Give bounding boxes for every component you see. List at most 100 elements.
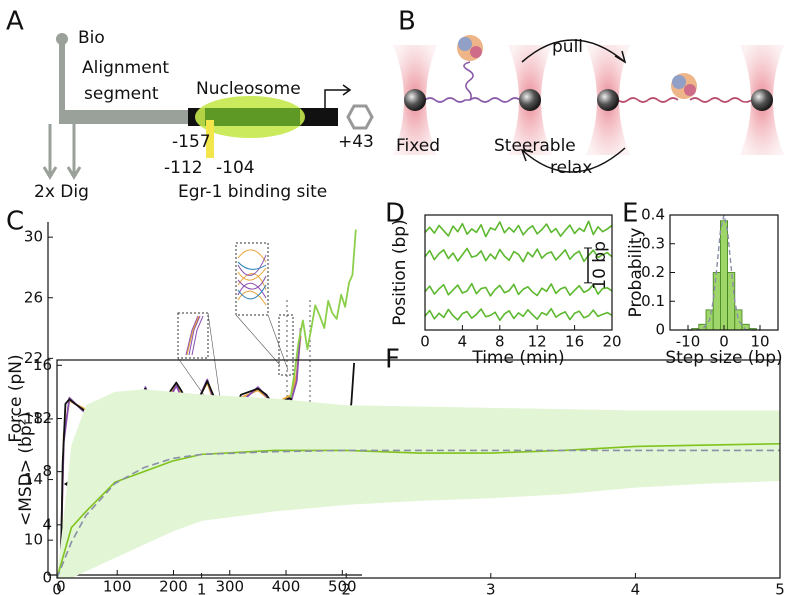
y-tick-label: 8 — [42, 462, 52, 480]
x-axis-label: Step size (bp) — [665, 348, 782, 368]
y-tick-label: 14 — [24, 470, 43, 488]
x-tick-label: 10 — [750, 333, 769, 351]
inset — [177, 242, 311, 478]
label: -157 — [172, 132, 211, 152]
y-axis-label: <MSD> (bp²) — [16, 412, 36, 526]
y-tick-label: 0.1 — [641, 292, 665, 310]
plot-frame — [56, 359, 781, 579]
bead — [597, 89, 619, 111]
dna — [424, 61, 521, 103]
x-tick-label: 4 — [631, 581, 641, 595]
x-tick-label: -10 — [676, 333, 701, 351]
label: Egr-1 binding site — [178, 182, 327, 202]
y-tick-label: 16 — [33, 356, 52, 374]
data-line — [289, 229, 357, 398]
x-tick-label: 100 — [103, 578, 132, 595]
y-tick-label: 26 — [24, 288, 43, 306]
y-tick-label: 22 — [24, 349, 43, 367]
hairpin — [346, 104, 374, 130]
histogram-bar — [720, 220, 729, 331]
x-tick-label: 200 — [159, 578, 188, 595]
x-axis-label: Time (min) — [471, 348, 564, 368]
pull-arrow — [521, 39, 627, 64]
x-tick-label: 300 — [215, 578, 244, 595]
panel-label: E — [622, 199, 638, 229]
dig-arrows — [42, 124, 82, 180]
nucleosome-core — [205, 108, 300, 126]
label: Alignment — [82, 58, 169, 78]
y-tick-label: 30 — [24, 228, 43, 246]
label: segment — [84, 84, 159, 104]
diagram-b: B pull relax Fixed Steerable — [393, 7, 784, 178]
label: Bio — [78, 28, 105, 48]
diagram-a: A Bio Alignment segment Nucleosome -157 … — [6, 7, 374, 203]
x-tick-label: 400 — [272, 578, 301, 595]
x-tick-label: 0 — [420, 333, 430, 351]
bead — [404, 89, 426, 111]
x-tick-label: 20 — [602, 333, 621, 351]
label: relax — [550, 158, 592, 178]
y-tick-label: 12 — [33, 409, 52, 427]
label: Fixed — [396, 136, 440, 156]
y-axis-label: Force (pN) — [6, 354, 26, 442]
y-tick-label: 0 — [42, 569, 52, 587]
y-tick-label: 4 — [42, 515, 52, 533]
confidence-band — [57, 389, 780, 578]
data-line — [424, 307, 613, 322]
dna-strand — [59, 44, 65, 124]
data-line — [424, 282, 613, 297]
nucleosome — [457, 35, 483, 61]
label: Nucleosome — [196, 79, 301, 99]
x-tick-label: 8 — [495, 333, 505, 351]
x-axis-label: bp unzipped — [152, 593, 257, 595]
data-line — [56, 442, 781, 579]
dna — [617, 97, 753, 103]
data-line — [424, 220, 613, 238]
panel-label: C — [6, 207, 24, 237]
x-tick-label: 500 — [328, 578, 357, 595]
panel-label: A — [6, 7, 24, 37]
x-tick-label: 12 — [528, 333, 547, 351]
y-tick-label: 10 — [24, 531, 43, 549]
label: +43 — [338, 132, 374, 152]
bead — [751, 89, 773, 111]
histogram-bar — [727, 272, 736, 331]
y-tick-label: 0.2 — [641, 263, 665, 281]
y-tick-label: 0.3 — [641, 234, 665, 252]
bead — [519, 89, 541, 111]
biotin — [56, 33, 68, 45]
histogram-bar — [734, 309, 743, 331]
x-tick-label: 2 — [341, 581, 351, 595]
promoter-arrow — [324, 84, 352, 108]
histogram-bar — [712, 272, 721, 331]
x-tick-label: 0 — [56, 578, 66, 595]
label: pull — [552, 37, 583, 57]
binding-site — [206, 120, 214, 158]
panel-label: B — [398, 7, 416, 37]
data-line — [56, 449, 780, 579]
x-tick-label: 5 — [775, 581, 785, 595]
data-line — [424, 247, 613, 263]
relax-arrow — [520, 147, 626, 173]
scale-bar-label: 10 bp — [590, 241, 610, 290]
nucleosome — [671, 73, 697, 99]
panel-label: D — [385, 199, 405, 229]
x-tick-label: 0 — [719, 333, 729, 351]
x-tick-label: 1 — [197, 581, 207, 595]
x-tick-label: 16 — [565, 333, 584, 351]
y-tick-label: 0.4 — [641, 206, 665, 224]
x-tick-label: 3 — [486, 581, 496, 595]
label: 2x Dig — [34, 182, 89, 202]
label: -112 — [164, 158, 203, 178]
label: Steerable — [494, 136, 576, 156]
y-axis-label: Probability — [626, 228, 646, 318]
y-tick-label: 18 — [24, 409, 43, 427]
plot-frame — [424, 214, 613, 331]
x-tick-label: 4 — [458, 333, 468, 351]
label: -104 — [216, 158, 255, 178]
y-axis-label: Position (bp) — [390, 219, 410, 325]
x-tick-label: 0 — [52, 581, 62, 595]
y-tick-label: 0 — [655, 321, 665, 339]
